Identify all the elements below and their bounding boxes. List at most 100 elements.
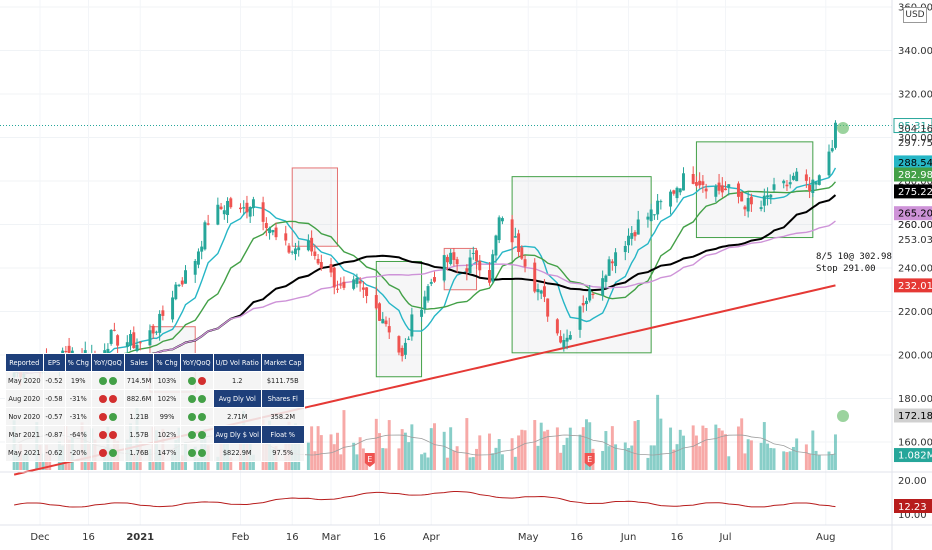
x-tick-label: 16 — [671, 532, 684, 543]
time-axis[interactable]: Dec 16 2021 Feb 16 Mar 16 Apr May 16 Jun 16 Jul Aug — [30, 532, 835, 543]
y-tick-label: 320.00 — [898, 90, 932, 101]
candle-body — [365, 287, 369, 297]
relative-strength-line — [14, 490, 836, 508]
trend-dot-icon — [98, 394, 107, 403]
earnings-flag-letter: E — [367, 455, 372, 464]
candle-body — [720, 185, 724, 193]
candle-body — [520, 247, 524, 259]
volume-bar — [694, 435, 698, 470]
candle-body — [601, 278, 605, 296]
volume-bar — [630, 445, 634, 470]
volume-bar — [817, 455, 821, 470]
candle-body — [691, 174, 695, 184]
candle-body — [290, 251, 294, 253]
candle-body — [313, 251, 317, 257]
candle-body — [420, 309, 424, 317]
yoy-qoq-cell — [90, 425, 125, 444]
eps-cell: -0.58 — [42, 389, 66, 408]
volume-bar — [420, 454, 424, 470]
trade-annotation: 8/5 10@ 302.98 Stop 291.00 — [816, 252, 892, 274]
candle-body — [293, 248, 297, 255]
candle-body — [445, 256, 449, 263]
candle-body — [410, 314, 414, 337]
currency-label[interactable]: USD — [903, 7, 927, 23]
price-tag: 288.54 — [894, 155, 932, 170]
volume-bar — [759, 442, 763, 470]
price-tag-label: 05:31:11 — [898, 121, 932, 132]
trend-dot-icon — [98, 430, 107, 439]
candle-body — [591, 293, 595, 295]
trend-dot-icon — [197, 376, 206, 385]
candle-body — [808, 184, 812, 192]
volume-bar — [769, 447, 773, 470]
trend-dot-icon — [108, 430, 117, 439]
earnings-flag-letter: E — [587, 455, 592, 464]
candle-body — [627, 235, 630, 246]
candle-body — [827, 151, 831, 176]
candle-body — [442, 255, 446, 281]
candle-body — [578, 306, 582, 330]
candle-body — [151, 325, 155, 334]
price-tag: 304.16 — [898, 124, 932, 135]
candle-body — [678, 188, 682, 193]
stat-cell: 2.71M — [212, 407, 262, 426]
price-tag: 05:31:11 — [893, 118, 932, 134]
volume-bar — [788, 451, 792, 470]
candle-body — [749, 196, 753, 205]
volume-bar — [15, 454, 19, 470]
fundamentals-header-row: Reported EPS% Chg YoY/QoQ Sales% Chg YoY/QoQ… — [5, 353, 305, 372]
volume-bar — [381, 448, 385, 470]
candle-body — [811, 179, 815, 193]
trend-dot-icon — [98, 448, 107, 457]
volume-bar — [766, 443, 770, 470]
volume-bar — [772, 448, 776, 470]
candle-body — [740, 192, 744, 202]
x-tick-label: Apr — [423, 532, 441, 543]
candle-body — [180, 280, 184, 285]
volume-bar — [494, 447, 498, 470]
stat-cell: Avg Dly $ Vol — [212, 425, 262, 444]
candle-body — [588, 289, 592, 301]
volume-bar — [251, 454, 255, 470]
sales-cell: 1.57B — [123, 425, 155, 444]
candle-body — [297, 247, 301, 251]
fundamentals-header-cell: YoY/QoQ — [90, 353, 125, 372]
earnings-flag-icon — [364, 453, 375, 467]
yoy-qoq-cell — [90, 371, 125, 390]
reported-cell: May 2021 — [5, 443, 44, 462]
candle-body — [817, 175, 821, 185]
price-tag-background — [894, 408, 932, 423]
candle-body — [177, 284, 181, 286]
candle-body — [494, 235, 498, 256]
candle-body — [523, 259, 527, 267]
volume-bar — [471, 457, 475, 470]
yoy-qoq-cell — [179, 425, 214, 444]
candle-body — [682, 173, 685, 191]
volume-bar — [727, 456, 731, 470]
candle-body — [138, 342, 142, 344]
sales-change-cell: 102% — [153, 389, 181, 408]
candle-body — [581, 302, 585, 306]
volume-bar — [633, 421, 637, 470]
volume-bar — [339, 454, 343, 470]
x-tick-label: 2021 — [126, 532, 154, 543]
volume-bar — [465, 418, 469, 470]
volume-bar — [682, 435, 685, 470]
price-tag-background — [894, 155, 932, 170]
volume-bar — [724, 434, 727, 470]
candle-body — [542, 286, 546, 297]
volume-bar — [374, 418, 378, 470]
volume-bar — [452, 450, 456, 470]
volume-bar — [601, 450, 605, 470]
volume-bar — [720, 430, 724, 470]
trend-dot-icon — [108, 376, 117, 385]
volume-bar — [384, 448, 388, 470]
candle-body — [361, 287, 365, 290]
volume-bar — [306, 442, 310, 470]
candle-body — [630, 233, 634, 239]
candle-body — [287, 245, 291, 253]
lower-tick-label: 10.00 — [898, 510, 927, 521]
volume-bar — [352, 442, 356, 470]
candle-body — [193, 261, 197, 275]
